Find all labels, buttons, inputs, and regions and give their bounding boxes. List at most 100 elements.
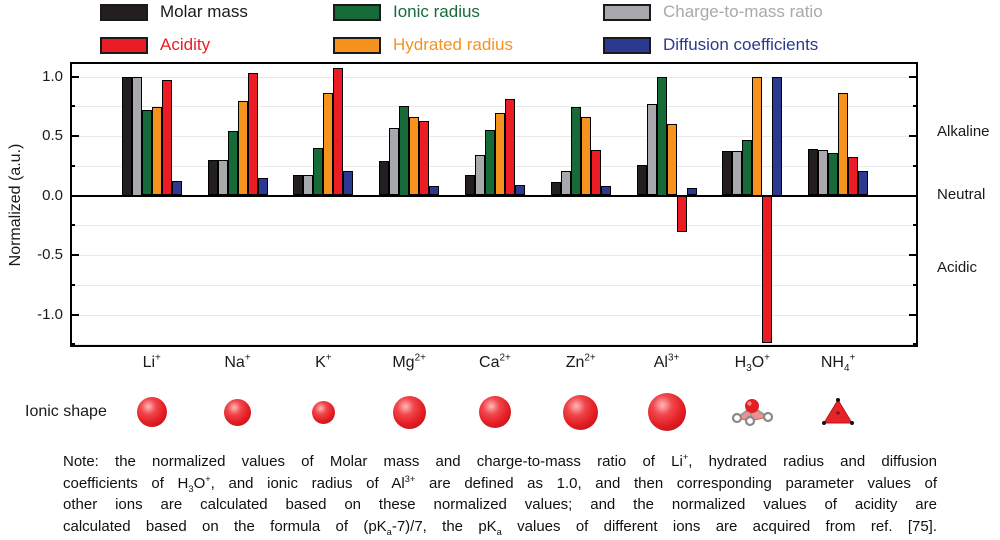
bar-hydrated-radius-mg2 — [409, 116, 420, 196]
y-tick-label: -0.5 — [37, 246, 63, 263]
legend-label: Acidity — [160, 35, 211, 54]
gridline — [70, 76, 918, 78]
bar-diffusion-coefficients-na — [257, 177, 268, 196]
gridline — [70, 106, 918, 108]
gridline — [70, 314, 918, 316]
gridline — [70, 344, 918, 346]
bar-charge-to-mass-ratio-h3o — [732, 151, 743, 196]
bar-hydrated-radius-h3o — [752, 76, 763, 196]
axis-tick-right — [909, 313, 918, 316]
legend-swatch-molar-mass — [100, 3, 148, 21]
legend-item-charge-to-mass-ratio: Charge-to-mass ratio — [603, 2, 823, 22]
bar-diffusion-coefficients-nh4 — [858, 170, 869, 196]
plot-area — [70, 62, 918, 347]
bar-charge-to-mass-ratio-nh4 — [818, 150, 829, 196]
y-tick-label: -1.0 — [37, 305, 63, 323]
gridline — [70, 255, 918, 256]
legend-label: Diffusion coefficients — [663, 35, 819, 54]
x-label-mg2: Mg2+ — [392, 352, 426, 371]
ionic-shape-sphere-k — [311, 400, 335, 424]
bar-charge-to-mass-ratio-mg2 — [389, 127, 400, 196]
legend-item-diffusion-coefficients: Diffusion coefficients — [603, 35, 818, 55]
x-label-zn2: Zn2+ — [565, 352, 596, 371]
legend-swatch-acidity — [100, 36, 148, 54]
bar-ionic-radius-zn2 — [570, 107, 581, 196]
axis-tick-left — [70, 105, 75, 108]
bar-acidity-mg2 — [419, 120, 430, 196]
axis-tick-right — [913, 164, 918, 167]
x-label-ca2: Ca2+ — [479, 352, 511, 371]
bar-diffusion-coefficients-h3o — [772, 76, 783, 196]
axis-tick-left — [70, 313, 79, 316]
note-line-3: other ions are calculated based on these… — [63, 496, 937, 513]
note-line-4: calculated based on the formula of (pKa-… — [63, 517, 938, 537]
note-line-2: coefficients of H3O+, and ionic radius o… — [63, 473, 937, 494]
bar-acidity-h3o — [762, 195, 773, 344]
axis-tick-right — [913, 105, 918, 108]
bar-acidity-k — [333, 68, 344, 196]
bar-acidity-zn2 — [590, 150, 601, 196]
bar-diffusion-coefficients-k — [343, 170, 354, 196]
x-label-al3: Al3+ — [653, 352, 680, 371]
axis-tick-right — [913, 343, 918, 346]
plot-frame — [70, 62, 918, 347]
note-line-1: Note: the normalized values of Molar mas… — [63, 452, 937, 470]
bar-charge-to-mass-ratio-zn2 — [560, 170, 571, 196]
ionic-shape-sphere-al3 — [647, 393, 686, 431]
bar-ionic-radius-al3 — [656, 76, 667, 196]
ionic-shape-sphere-ca2 — [478, 396, 511, 428]
bar-acidity-na — [247, 72, 258, 196]
bar-acidity-ca2 — [504, 99, 515, 196]
axis-tick-right — [909, 135, 918, 137]
bar-charge-to-mass-ratio-k — [303, 175, 314, 196]
axis-tick-right — [909, 254, 918, 256]
zone-label-alkaline: Alkaline — [937, 123, 990, 140]
legend-swatch-charge-to-mass-ratio — [603, 3, 651, 21]
bar-ionic-radius-ca2 — [484, 130, 495, 196]
x-label-li: Li+ — [142, 352, 161, 371]
bar-ionic-radius-li — [141, 109, 152, 196]
x-label-k: K+ — [315, 352, 332, 371]
bar-ionic-radius-k — [313, 147, 324, 196]
bar-hydrated-radius-na — [237, 101, 248, 196]
axis-tick-left — [70, 254, 79, 256]
bar-ionic-radius-nh4 — [828, 152, 839, 196]
legend-item-acidity: Acidity — [100, 35, 210, 55]
y-tick-label: 0.5 — [42, 127, 63, 144]
bar-acidity-al3 — [676, 195, 687, 233]
bar-molar-mass-nh4 — [808, 149, 819, 196]
bar-charge-to-mass-ratio-li — [131, 76, 142, 196]
bar-molar-mass-ca2 — [464, 175, 475, 196]
axis-tick-right — [909, 194, 918, 197]
legend-label: Hydrated radius — [393, 35, 514, 54]
bar-ionic-radius-h3o — [742, 139, 753, 196]
bar-charge-to-mass-ratio-al3 — [646, 103, 657, 196]
y-tick-label: 0.0 — [42, 186, 63, 204]
x-label-h3o: H3O+ — [734, 352, 770, 375]
axis-tick-right — [913, 283, 918, 286]
ionic-shape-sphere-na — [224, 398, 251, 426]
bar-ionic-radius-mg2 — [399, 106, 410, 196]
ionic-shape-ammonium-tetrahedron-nh4 — [820, 396, 856, 433]
bar-hydrated-radius-li — [151, 107, 162, 196]
axis-tick-right — [913, 224, 918, 227]
bar-diffusion-coefficients-li — [171, 181, 182, 196]
legend-swatch-hydrated-radius — [333, 36, 381, 54]
axis-tick-left — [70, 194, 79, 197]
figure-note: Note: the normalized values of Molar mas… — [63, 451, 937, 537]
bar-molar-mass-k — [293, 175, 304, 196]
bar-molar-mass-h3o — [722, 151, 733, 196]
legend-swatch-ionic-radius — [333, 3, 381, 21]
ionic-shape-row-label: Ionic shape — [25, 403, 107, 420]
bar-charge-to-mass-ratio-na — [217, 159, 228, 196]
ionic-shape-sphere-li — [136, 397, 167, 427]
ionic-shape-hydronium-molecule-h3o — [729, 397, 775, 432]
bar-hydrated-radius-nh4 — [838, 93, 849, 196]
axis-tick-left — [70, 164, 75, 167]
bar-hydrated-radius-k — [323, 93, 334, 196]
gridline — [70, 284, 918, 286]
zone-label-neutral: Neutral — [937, 186, 986, 203]
bar-acidity-li — [161, 80, 172, 196]
axis-tick-left — [70, 135, 79, 137]
